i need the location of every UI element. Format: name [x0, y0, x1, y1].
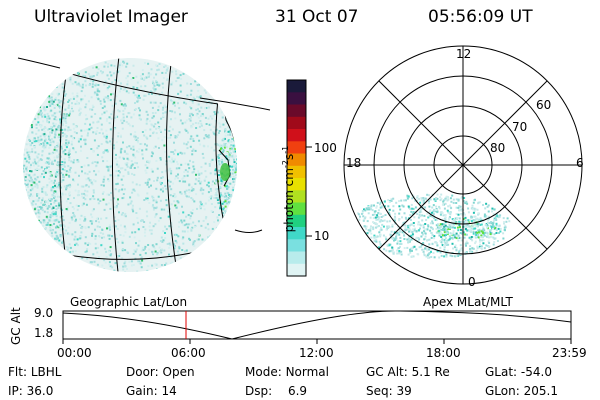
mlt-6-label: 6: [576, 156, 584, 170]
altitude-axis-title: GC Alt: [9, 307, 23, 345]
colorbar-swatch: [287, 116, 306, 130]
gc-alt-label: GC Alt: 5.1 Re: [366, 365, 450, 379]
mode-label: Mode: Normal: [245, 365, 329, 379]
colorbar-swatch: [287, 129, 306, 142]
colorbar-swatch: [287, 153, 306, 167]
colorbar-swatch: [287, 165, 306, 179]
color-bar: [287, 80, 306, 277]
colorbar-swatch: [287, 251, 306, 265]
seq-label: Seq: 39: [366, 384, 412, 398]
mlt-0-label: 0: [468, 275, 476, 289]
time-label: 05:56:09 UT: [428, 7, 533, 27]
colorbar-swatch: [287, 227, 306, 240]
lat-70-label: 70: [512, 120, 528, 134]
time-tick-1: 06:00: [171, 346, 206, 360]
altitude-bottom-tick: 1.8: [34, 326, 54, 340]
geographic-image: [23, 58, 237, 272]
date-label: 31 Oct 07: [275, 7, 359, 27]
altitude-plot: [62, 310, 572, 344]
filter-label: Flt: LBHL: [8, 365, 62, 379]
time-tick-0: 00:00: [57, 346, 92, 360]
gain-label: Gain: 14: [126, 384, 177, 398]
geographic-frame-lines: [17, 57, 271, 233]
mlt-18-label: 18: [346, 156, 362, 170]
colorbar-tick-100: 100: [314, 141, 337, 155]
colorbar-tick-10: 10: [314, 229, 330, 243]
colorbar-swatch: [287, 104, 306, 118]
colorbar-swatch: [287, 202, 306, 216]
time-tick-2: 12:00: [299, 346, 334, 360]
altitude-top-tick: 9.0: [34, 306, 54, 320]
door-label: Door: Open: [126, 365, 195, 379]
polar-plot: [343, 45, 583, 285]
colorbar-swatch: [287, 263, 306, 277]
colorbar-swatch: [287, 92, 306, 106]
geographic-label: Geographic Lat/Lon: [70, 295, 188, 309]
ip-label: IP: 36.0: [8, 384, 54, 398]
colorbar-swatch: [287, 178, 306, 191]
time-tick-4: 23:59: [552, 346, 587, 360]
apex-label: Apex MLat/MLT: [423, 295, 513, 309]
colorbar-unit-label: photon cm-2s-1: [281, 145, 296, 233]
dsp-label: Dsp: 6.9: [245, 384, 308, 398]
colorbar-swatch: [287, 141, 306, 155]
glon-label: GLon: 205.1: [485, 384, 558, 398]
colorbar-swatch: [287, 214, 306, 228]
colorbar-swatch: [287, 190, 306, 204]
lat-60-label: 60: [536, 98, 552, 112]
glat-label: GLat: -54.0: [485, 365, 552, 379]
instrument-title: Ultraviolet Imager: [34, 7, 188, 27]
lat-80-label: 80: [490, 141, 506, 155]
mlt-12-label: 12: [456, 47, 472, 61]
time-tick-3: 18:00: [426, 346, 461, 360]
colorbar-swatch: [287, 80, 306, 93]
colorbar-swatch: [287, 239, 306, 253]
